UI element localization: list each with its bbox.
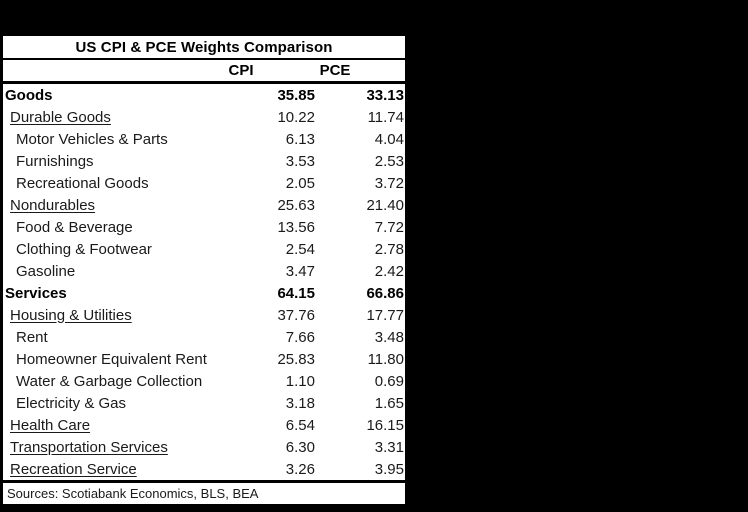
row-label: Gasoline	[16, 262, 76, 280]
table-row: Gasoline 3.47 2.42	[3, 260, 405, 282]
cpi-value: 10.22	[277, 108, 315, 126]
pce-value: 16.15	[366, 416, 404, 434]
row-label: Rent	[16, 328, 48, 346]
row-label: Nondurables	[10, 196, 96, 214]
table-row: Homeowner Equivalent Rent 25.83 11.80	[3, 348, 405, 370]
cpi-value: 7.66	[285, 328, 315, 346]
pce-value: 7.72	[374, 218, 404, 236]
column-header-cpi: CPI	[228, 62, 254, 79]
table-column-headers: CPI PCE	[3, 60, 405, 84]
cpi-value: 2.05	[285, 174, 315, 192]
table-row: Water & Garbage Collection 1.10 0.69	[3, 370, 405, 392]
sources-note: Sources: Scotiabank Economics, BLS, BEA	[3, 480, 405, 504]
pce-value: 0.69	[374, 372, 404, 390]
table-row: Recreation Service 3.26 3.95	[3, 458, 405, 480]
pce-value: 4.04	[374, 130, 404, 148]
row-label: Durable Goods	[10, 108, 111, 126]
row-label: Clothing & Footwear	[16, 240, 152, 258]
cpi-value: 25.63	[277, 196, 315, 214]
table-row: Rent 7.66 3.48	[3, 326, 405, 348]
table-row: Furnishings 3.53 2.53	[3, 150, 405, 172]
table-row: Electricity & Gas 3.18 1.65	[3, 392, 405, 414]
table-row: Goods 35.85 33.13	[3, 84, 405, 106]
pce-value: 66.86	[366, 284, 404, 302]
pce-value: 3.31	[374, 438, 404, 456]
pce-value: 11.80	[367, 350, 404, 368]
pce-value: 3.95	[374, 460, 404, 478]
cpi-pce-weights-table: US CPI & PCE Weights Comparison CPI PCE …	[0, 33, 408, 507]
cpi-value: 35.85	[277, 86, 315, 104]
pce-value: 17.77	[366, 306, 404, 324]
table-row: Food & Beverage 13.56 7.72	[3, 216, 405, 238]
table-row: Clothing & Footwear 2.54 2.78	[3, 238, 405, 260]
table-body: Goods 35.85 33.13 Durable Goods 10.22 11…	[3, 84, 405, 480]
pce-value: 2.78	[374, 240, 404, 258]
pce-value: 3.48	[374, 328, 404, 346]
pce-value: 1.65	[374, 394, 404, 412]
row-label: Recreational Goods	[16, 174, 149, 192]
table-title: US CPI & PCE Weights Comparison	[3, 36, 405, 60]
cpi-value: 37.76	[277, 306, 315, 324]
row-label: Homeowner Equivalent Rent	[16, 350, 207, 368]
row-label: Motor Vehicles & Parts	[16, 130, 168, 148]
row-label: Water & Garbage Collection	[16, 372, 203, 390]
pce-value: 2.42	[374, 262, 404, 280]
cpi-value: 64.15	[277, 284, 315, 302]
cpi-value: 3.18	[285, 394, 315, 412]
row-label: Transportation Services	[10, 438, 168, 456]
table-row: Motor Vehicles & Parts 6.13 4.04	[3, 128, 405, 150]
table-row: Housing & Utilities 37.76 17.77	[3, 304, 405, 326]
table-row: Health Care 6.54 16.15	[3, 414, 405, 436]
row-label: Goods	[5, 86, 53, 104]
table-row: Transportation Services 6.30 3.31	[3, 436, 405, 458]
cpi-value: 25.83	[277, 350, 315, 368]
row-label: Electricity & Gas	[16, 394, 127, 412]
cpi-value: 6.13	[285, 130, 315, 148]
table-row: Durable Goods 10.22 11.74	[3, 106, 405, 128]
row-label: Housing & Utilities	[10, 306, 132, 324]
table-row: Nondurables 25.63 21.40	[3, 194, 405, 216]
pce-value: 11.74	[367, 108, 404, 126]
row-label: Recreation Service	[10, 460, 137, 478]
pce-value: 33.13	[366, 86, 404, 104]
pce-value: 21.40	[366, 196, 404, 214]
cpi-value: 13.56	[277, 218, 315, 236]
cpi-value: 2.54	[285, 240, 315, 258]
table-row: Services 64.15 66.86	[3, 282, 405, 304]
cpi-value: 3.26	[285, 460, 315, 478]
pce-value: 3.72	[374, 174, 404, 192]
row-label: Food & Beverage	[16, 218, 133, 236]
column-header-pce: PCE	[319, 62, 351, 79]
table-row: Recreational Goods 2.05 3.72	[3, 172, 405, 194]
row-label: Health Care	[10, 416, 91, 434]
cpi-value: 1.10	[285, 372, 315, 390]
cpi-value: 3.53	[285, 152, 315, 170]
row-label: Furnishings	[16, 152, 94, 170]
cpi-value: 3.47	[285, 262, 315, 280]
cpi-value: 6.30	[285, 438, 315, 456]
pce-value: 2.53	[374, 152, 404, 170]
cpi-value: 6.54	[285, 416, 315, 434]
row-label: Services	[5, 284, 67, 302]
